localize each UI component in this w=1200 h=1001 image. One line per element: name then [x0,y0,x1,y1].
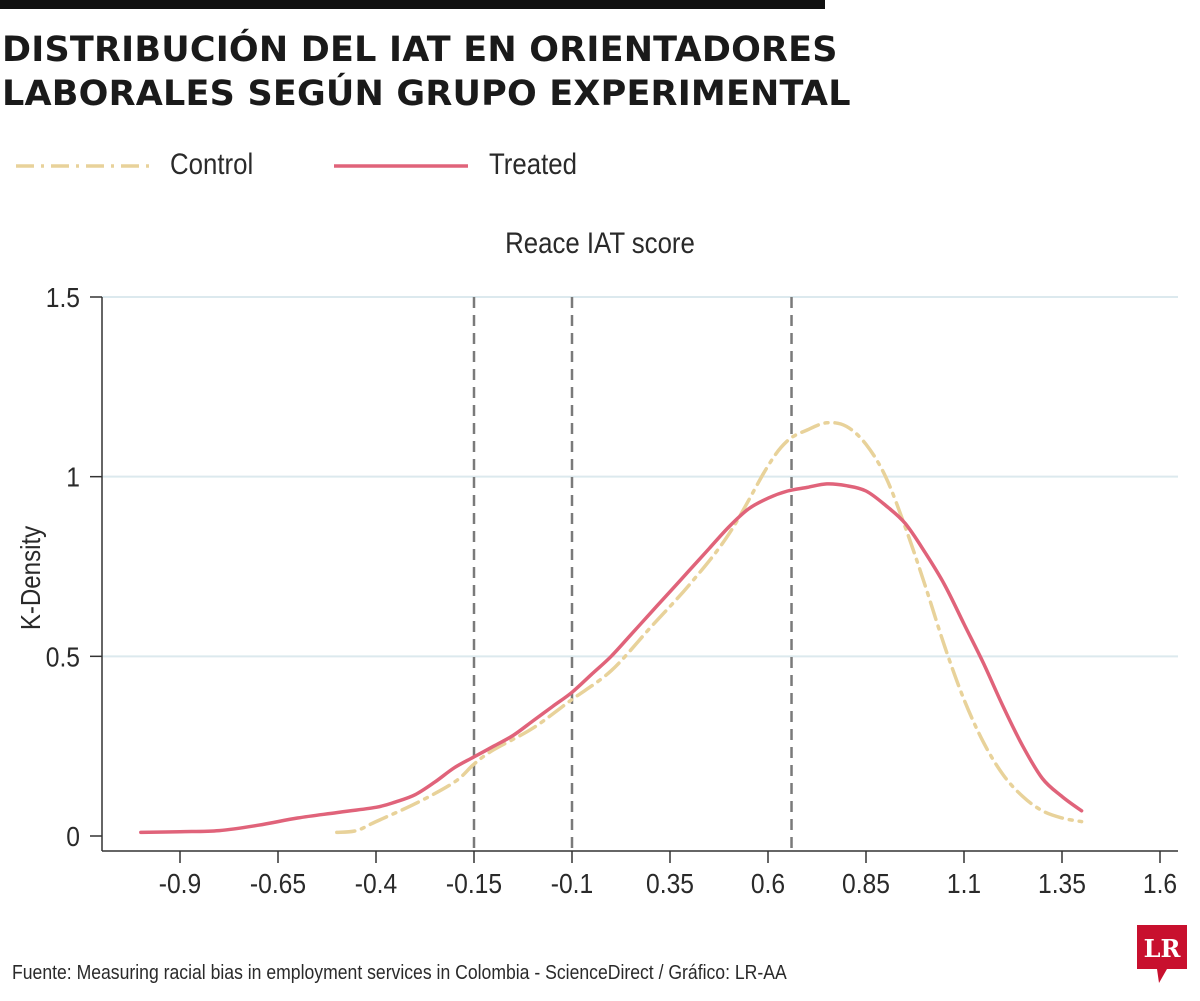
legend-swatch-control [16,164,150,168]
series-line-control [335,420,1084,835]
source-footer: Fuente: Measuring racial bias in employm… [12,962,787,984]
x-tick-label: 0.85 [842,868,890,900]
y-tick-label: 0 [66,821,80,853]
x-tick-label: -0.4 [355,868,397,900]
legend-label-treated: Treated [489,148,577,181]
x-tick-label: 0.6 [751,868,785,900]
x-tick-label: 1.6 [1143,868,1177,900]
series-line-treated [139,482,1084,835]
title-line-1: DISTRIBUCIÓN DEL IAT EN ORIENTADORES [2,30,838,70]
plot-title: Reace IAT score [505,226,695,259]
title-line-2: LABORALES SEGÚN GRUPO EXPERIMENTAL [2,74,851,114]
legend-swatch-treated [334,164,468,168]
x-tick-label: 1.1 [947,868,981,900]
y-tick-label: 1.5 [46,282,80,314]
x-tick-label: 0.35 [646,868,694,900]
legend-label-control: Control [170,148,254,181]
y-tick-label: 1 [66,461,80,493]
y-axis-label: K-Density [14,526,46,630]
logo-text: LR [1144,934,1182,963]
x-tick-label: -0.65 [250,868,306,900]
x-tick-label: -0.15 [446,868,502,900]
top-rule [0,0,825,9]
lr-logo: LR [1137,925,1187,983]
chart-title: DISTRIBUCIÓN DEL IAT EN ORIENTADORES LAB… [2,28,882,116]
x-tick-label: -0.1 [551,868,593,900]
x-tick-label: -0.9 [159,868,201,900]
x-tick-label: 1.35 [1038,868,1086,900]
y-tick-label: 0.5 [46,641,80,673]
